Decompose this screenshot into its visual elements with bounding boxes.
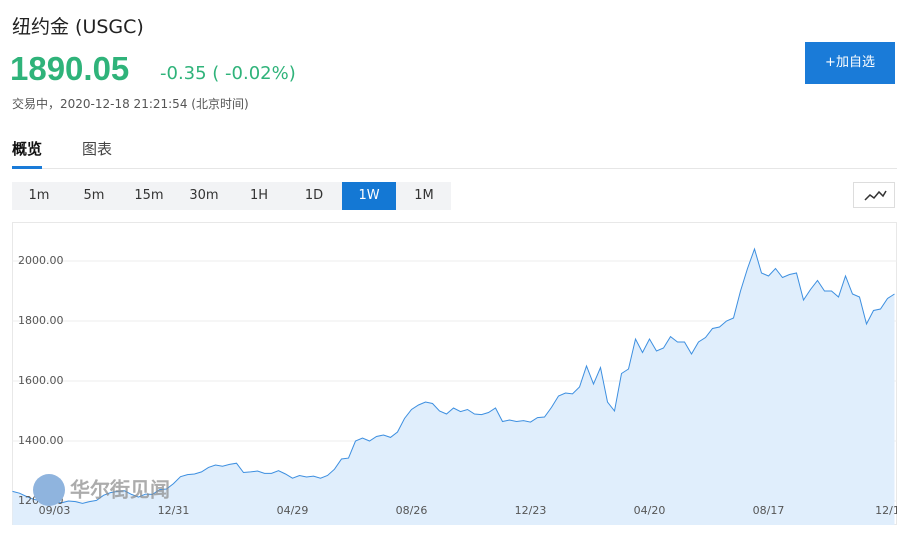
tab[interactable]: 概览 (12, 138, 43, 169)
period-button[interactable]: 1D (304, 188, 324, 203)
period-button[interactable]: 1M (414, 188, 434, 203)
x-tick-label: 08/17 (753, 504, 785, 517)
x-tick-label: 08/26 (396, 504, 428, 517)
x-tick-label: 12/31 (158, 504, 190, 517)
x-tick-label: 12/1 (875, 504, 897, 517)
chart: 1200.001400.001600.001800.002000.0009/03… (12, 222, 897, 525)
chart-icon (864, 190, 887, 201)
period-button[interactable]: 1H (249, 188, 269, 203)
period-button[interactable]: 5m (83, 188, 105, 203)
status: 交易中，2020-12-18 21:21:54 (北京时间) (12, 97, 249, 111)
period-button[interactable]: 30m (189, 188, 219, 203)
x-tick-label: 12/23 (515, 504, 547, 517)
x-tick-label: 04/20 (634, 504, 666, 517)
watermark-text: 华尔街见闻 (70, 478, 170, 502)
y-tick-label: 2000.00 (18, 254, 64, 267)
add-watchlist-button[interactable]: +加自选 (805, 42, 895, 84)
period-bar: 1m 5m 15m 30m 1H 1D 1W 1M (12, 182, 451, 210)
area (12, 249, 895, 525)
x-tick-label: 04/29 (277, 504, 309, 517)
y-tick-label: 1400.00 (18, 434, 64, 447)
price: 1890.05 (10, 50, 130, 87)
chart-type-button[interactable] (853, 182, 895, 208)
tab[interactable]: 图表 (82, 140, 113, 158)
x-tick-label: 09/03 (39, 504, 71, 517)
y-tick-label: 1600.00 (18, 374, 64, 387)
tabs: 概览 图表 (12, 136, 897, 169)
y-tick-label: 1800.00 (18, 314, 64, 327)
period-button[interactable]: 1m (28, 188, 50, 203)
change: -0.35 ( -0.02%) (160, 63, 296, 84)
watermark-logo (33, 474, 65, 506)
title: 纽约金 (USGC) (12, 16, 144, 38)
period-button[interactable]: 15m (134, 188, 164, 203)
period-button[interactable]: 1W (342, 182, 396, 210)
line (12, 247, 895, 504)
